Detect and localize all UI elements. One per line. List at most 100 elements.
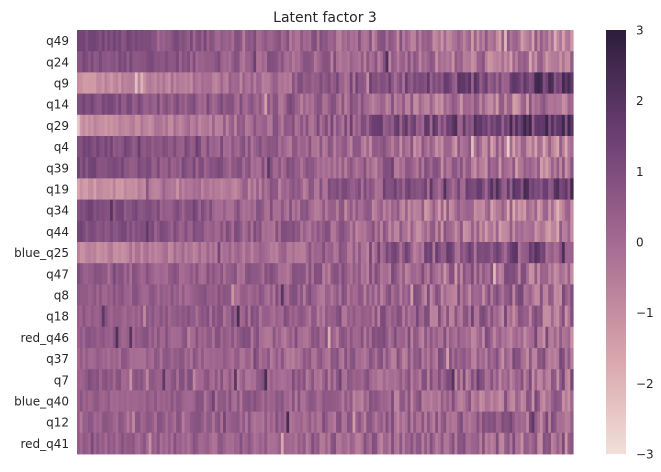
heatmap-cell <box>484 51 489 73</box>
heatmap-cell <box>437 326 442 349</box>
heatmap-cell <box>534 136 538 158</box>
heatmap-cell <box>369 432 373 455</box>
heatmap-cell <box>104 72 108 94</box>
heatmap-cell <box>195 178 199 200</box>
heatmap-cell <box>187 411 191 434</box>
heatmap-cell <box>112 263 117 285</box>
heatmap-cell <box>454 305 458 328</box>
heatmap-cell <box>512 263 516 285</box>
heatmap-cell <box>118 263 122 285</box>
heatmap-cell <box>363 348 367 370</box>
heatmap-cell <box>325 369 329 391</box>
heatmap-cell <box>223 390 227 412</box>
heatmap-cell <box>291 51 296 73</box>
heatmap-cell <box>148 432 152 455</box>
heatmap-cell <box>424 326 428 349</box>
heatmap-cell <box>460 284 464 306</box>
heatmap-cell <box>338 326 343 349</box>
row-label: q34 <box>46 204 69 218</box>
heatmap-cell <box>437 284 442 306</box>
heatmap-cell <box>278 348 282 370</box>
heatmap-cell <box>123 72 128 94</box>
heatmap-cell <box>421 199 425 222</box>
heatmap-cell <box>457 411 461 434</box>
heatmap-cell <box>550 51 555 73</box>
heatmap-cell <box>410 390 414 412</box>
heatmap-cell <box>231 263 235 285</box>
heatmap-cell <box>173 369 177 391</box>
heatmap-cell <box>446 411 450 434</box>
heatmap-cell <box>388 157 392 179</box>
heatmap-cell <box>198 390 202 412</box>
heatmap-cell <box>561 30 566 52</box>
heatmap-cell <box>247 30 252 52</box>
heatmap-cell <box>88 178 92 200</box>
heatmap-cell <box>143 390 147 412</box>
heatmap-cell <box>85 114 89 137</box>
heatmap-cell <box>531 305 536 328</box>
heatmap-cell <box>358 178 362 200</box>
heatmap-cell <box>322 157 326 179</box>
heatmap-cell <box>471 30 475 52</box>
heatmap-cell <box>77 157 81 179</box>
heatmap-cell <box>302 242 307 264</box>
heatmap-cell <box>482 72 486 94</box>
heatmap-cell <box>371 220 376 243</box>
heatmap-cell <box>377 51 381 73</box>
heatmap-cell <box>355 220 359 243</box>
heatmap-cell <box>297 178 301 200</box>
heatmap-cell <box>327 157 332 179</box>
heatmap-cell <box>316 220 321 243</box>
heatmap-cell <box>495 93 500 116</box>
heatmap-cell <box>501 199 505 222</box>
heatmap-cell <box>145 305 150 328</box>
heatmap-cell <box>493 263 497 285</box>
heatmap-cell <box>126 305 130 328</box>
heatmap-cell <box>537 220 541 243</box>
heatmap-cell <box>225 369 230 391</box>
heatmap-cell <box>189 157 194 179</box>
heatmap-cell <box>278 326 282 349</box>
heatmap-cell <box>242 114 246 137</box>
heatmap-cell <box>217 326 221 349</box>
heatmap-cell <box>228 411 232 434</box>
heatmap-cell <box>498 390 502 412</box>
heatmap-cell <box>79 348 84 370</box>
heatmap-cell <box>490 242 494 264</box>
heatmap-cell <box>396 114 400 137</box>
heatmap-cell <box>110 284 114 306</box>
heatmap-cell <box>347 284 351 306</box>
heatmap-cell <box>88 157 92 179</box>
heatmap-cell <box>564 348 569 370</box>
heatmap-cell <box>145 93 150 116</box>
heatmap-cell <box>523 136 527 158</box>
heatmap-cell <box>333 305 337 328</box>
heatmap-cell <box>537 51 541 73</box>
heatmap-cell <box>344 220 348 243</box>
heatmap-cell <box>338 220 343 243</box>
heatmap-cell <box>506 114 511 137</box>
heatmap-cell <box>460 432 464 455</box>
heatmap-cell <box>534 178 538 200</box>
heatmap-cell <box>165 157 169 179</box>
heatmap-cell <box>88 51 92 73</box>
heatmap-cell <box>112 30 117 52</box>
heatmap-cell <box>435 263 439 285</box>
heatmap-cell <box>432 348 436 370</box>
heatmap-cell <box>159 178 164 200</box>
heatmap-cell <box>77 72 81 94</box>
heatmap-cell <box>294 242 299 264</box>
heatmap-cell <box>465 348 469 370</box>
heatmap-cell <box>515 284 519 306</box>
heatmap-cell <box>440 411 445 434</box>
heatmap-cell <box>316 51 321 73</box>
heatmap-cell <box>443 348 447 370</box>
heatmap-cell <box>115 305 119 328</box>
heatmap-cell <box>156 242 161 264</box>
heatmap-cell <box>528 263 533 285</box>
heatmap-cell <box>236 390 241 412</box>
heatmap-cell <box>564 263 569 285</box>
heatmap-cell <box>82 305 86 328</box>
heatmap-cell <box>148 178 152 200</box>
heatmap-cell <box>515 263 519 285</box>
